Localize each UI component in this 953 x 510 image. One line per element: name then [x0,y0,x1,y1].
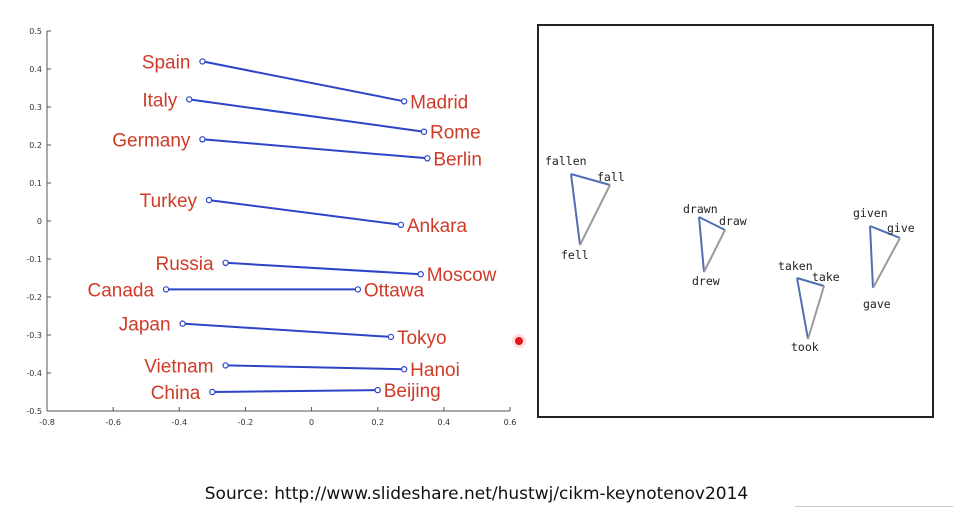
country-label: Spain [142,52,191,73]
capital-point [424,155,431,162]
verb-label-past: drew [692,274,720,288]
pointer-dot-icon [512,334,526,348]
country-label: Turkey [140,191,198,212]
y-tick-label: 0.2 [29,141,42,150]
y-tick-label: 0.3 [29,103,42,112]
country-label: Russia [156,254,215,275]
x-tick-label: -0.6 [105,418,121,427]
x-tick-label: 0 [309,418,314,427]
country-capital-line [202,138,428,160]
tense-edge-participle-present [570,173,611,186]
country-capital-line [225,261,421,276]
country-capital-line [212,389,378,393]
country-capital-line [189,98,425,133]
country-point [162,286,170,293]
verb-label-participle: given [853,206,888,220]
capital-label: Tokyo [397,328,447,349]
capital-point [374,386,381,394]
y-tick-label: 0.5 [29,27,42,36]
country-capital-line [208,199,401,226]
x-tick-label: 0.2 [371,418,384,427]
x-tick-label: 0.4 [437,418,450,427]
y-tick-label: -0.4 [26,369,42,378]
capital-label: Ottawa [364,280,425,301]
verb-label-past: took [791,340,819,354]
y-tick-label: 0 [37,217,42,226]
y-tick-label: 0.4 [29,65,42,74]
verb-label-participle: fallen [545,154,587,168]
tense-edge-participle-past [698,216,705,273]
country-point [222,259,229,266]
x-tick-label: 0.6 [504,418,517,427]
country-label: Italy [142,90,177,111]
capital-point [400,98,408,105]
capital-point [417,271,424,278]
tense-edge-participle-past [570,173,581,246]
verb-label-participle: drawn [683,202,718,216]
country-label: Japan [119,315,171,336]
y-tick-label: -0.1 [26,255,42,264]
capital-point [420,128,428,135]
verb-label-past: gave [863,297,891,311]
tense-edge-present-past [807,285,825,340]
y-tick-label: -0.3 [26,331,42,340]
x-tick-label: -0.8 [39,418,55,427]
verb-label-participle: taken [778,259,813,273]
country-label: Vietnam [144,356,213,377]
capital-label: Berlin [433,149,482,170]
country-point [222,362,229,369]
source-caption: Source: http://www.slideshare.net/hustwj… [204,484,749,504]
country-point [186,96,193,103]
capital-label: Moscow [427,265,497,286]
country-capital-line [225,364,405,371]
tense-edge-participle-past [869,225,874,289]
tense-edge-present-past [703,229,726,273]
x-tick-label: -0.2 [238,418,254,427]
country-point [199,136,206,143]
verb-label-present: fall [597,170,625,184]
country-point [179,320,186,327]
verb-label-present: draw [719,214,747,228]
capital-point [387,333,395,341]
x-tick-label: -0.4 [171,418,187,427]
tense-edge-participle-present [796,277,825,287]
country-label: Germany [112,130,191,151]
capital-label: Madrid [410,92,468,113]
capital-label: Hanoi [410,360,460,381]
capital-point [400,366,408,373]
verb-label-present: take [812,270,840,284]
country-capital-line [182,322,392,338]
capital-label: Ankara [407,216,468,237]
tense-edge-participle-present [698,216,726,231]
verb-label-past: fell [561,248,589,262]
divider [795,506,953,507]
y-tick-label: 0.1 [29,179,42,188]
verb-label-present: give [887,221,915,235]
country-capital-line [202,60,405,103]
capital-point [354,286,362,293]
tense-edge-participle-present [869,225,901,239]
y-tick-label: -0.2 [26,293,42,302]
plot-frame [537,24,934,418]
country-label: China [151,383,201,404]
country-point [209,388,216,396]
y-tick-label: -0.5 [26,407,42,416]
capital-label: Beijing [384,381,441,402]
country-point [205,196,213,204]
country-point [199,58,206,65]
capital-point [397,221,405,228]
tense-edge-participle-past [796,277,809,340]
capital-label: Rome [430,123,481,144]
country-label: Canada [87,280,154,301]
tense-edge-present-past [872,237,901,289]
tense-edge-present-past [579,184,611,246]
